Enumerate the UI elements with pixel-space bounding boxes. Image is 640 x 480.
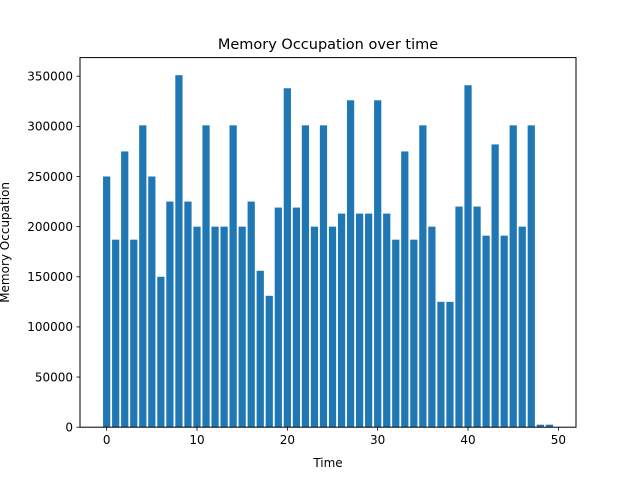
x-tick-label: 40 — [460, 433, 475, 447]
bar — [310, 226, 319, 428]
bar — [175, 75, 183, 428]
bar — [211, 226, 219, 428]
y-tick-label: 50000 — [35, 370, 73, 384]
bar — [455, 206, 463, 428]
y-tick-label: 100000 — [27, 320, 73, 334]
y-tick-label: 300000 — [27, 120, 73, 134]
bar — [545, 424, 553, 428]
bar — [112, 239, 120, 428]
bar — [139, 125, 147, 428]
bar — [229, 125, 237, 428]
bar — [536, 424, 544, 428]
bar — [383, 213, 391, 428]
bar — [148, 176, 156, 428]
bar — [437, 301, 445, 428]
bar — [247, 201, 255, 428]
bar — [518, 226, 526, 428]
bar — [184, 201, 192, 428]
bar — [337, 213, 346, 428]
chart-title: Memory Occupation over time — [218, 37, 438, 53]
bar — [356, 213, 364, 428]
bar — [265, 295, 273, 428]
x-tick-label: 30 — [370, 433, 385, 447]
bar — [482, 235, 490, 428]
x-tick-label: 50 — [551, 433, 566, 447]
bar — [446, 301, 454, 428]
bar — [301, 125, 310, 428]
bar — [401, 151, 409, 428]
bar — [274, 207, 282, 428]
bar — [428, 226, 436, 428]
x-tick-label: 0 — [103, 433, 111, 447]
bar — [473, 206, 481, 428]
bar — [283, 88, 291, 428]
bar — [256, 270, 264, 428]
bar — [193, 226, 201, 428]
bar — [157, 276, 165, 428]
bar — [166, 201, 174, 428]
bar — [464, 85, 472, 428]
bar — [365, 213, 373, 428]
plot-frame — [79, 57, 577, 428]
bar — [220, 226, 228, 428]
y-axis-label: Memory Occupation — [0, 182, 12, 303]
bar — [410, 239, 418, 428]
bar — [491, 144, 499, 428]
x-axis-ticks: 0 10 20 30 40 50 — [103, 427, 566, 447]
bar — [103, 176, 111, 428]
bar — [328, 226, 337, 428]
bar — [346, 100, 355, 428]
y-axis-ticks: 0 50000 100000 150000 200000 250000 300000 3500… — [27, 70, 80, 435]
bar — [292, 207, 300, 428]
bars-group — [103, 75, 553, 428]
y-tick-label: 200000 — [27, 220, 73, 234]
x-tick-label: 20 — [280, 433, 295, 447]
y-tick-label: 350000 — [27, 70, 73, 84]
bar — [202, 125, 210, 428]
bar — [419, 125, 427, 428]
bar — [374, 100, 382, 428]
bar — [509, 125, 517, 428]
y-tick-label: 0 — [65, 421, 73, 435]
bar — [392, 239, 400, 428]
bar — [319, 125, 328, 428]
y-tick-label: 150000 — [27, 270, 73, 284]
bar — [121, 151, 129, 428]
bar — [130, 239, 138, 428]
y-tick-label: 250000 — [27, 170, 73, 184]
bar — [500, 235, 508, 428]
bar — [527, 125, 535, 428]
bar — [238, 226, 246, 428]
x-tick-label: 10 — [189, 433, 204, 447]
x-axis-label: Time — [312, 456, 342, 470]
